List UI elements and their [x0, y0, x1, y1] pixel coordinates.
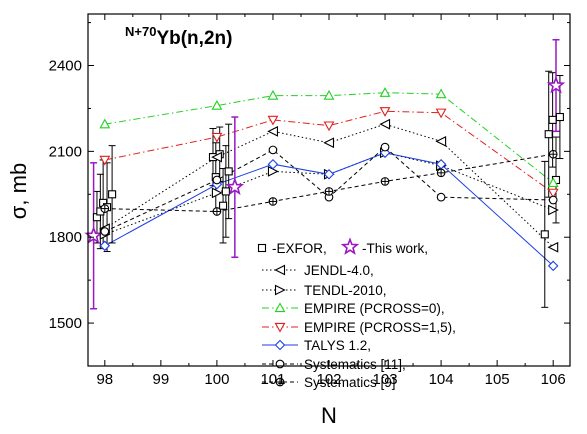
- legend-marker: [257, 243, 267, 253]
- data-point: [108, 190, 117, 199]
- chart-title: N+70Yb(n,2n): [125, 24, 232, 49]
- data-point: [540, 230, 549, 239]
- legend-marker: [274, 264, 286, 276]
- legend-marker: [274, 302, 286, 313]
- x-tick-label: 104: [429, 371, 454, 388]
- data-point: [224, 167, 233, 176]
- data-point: [100, 227, 110, 236]
- legend-marker: [340, 237, 360, 255]
- data-point: [268, 145, 278, 155]
- legend-label: TALYS 1.2,: [304, 338, 371, 353]
- legend-label: TENDL-2010,: [304, 283, 387, 298]
- data-point: [323, 89, 335, 100]
- data-point: [435, 108, 447, 119]
- data-point: [546, 75, 566, 94]
- y-tick-label: 1800: [49, 229, 82, 246]
- data-point: [548, 115, 557, 124]
- data-point: [548, 204, 559, 216]
- chart-title-superscript: N+70: [125, 24, 156, 39]
- data-point: [324, 187, 334, 196]
- data-point: [211, 187, 223, 199]
- data-point: [219, 201, 228, 210]
- legend-marker: [274, 284, 286, 296]
- data-point: [379, 87, 391, 97]
- legend-label: -EXFOR,: [272, 241, 327, 256]
- data-point: [221, 187, 230, 196]
- data-point: [267, 125, 279, 137]
- y-tick-label: 1500: [49, 315, 82, 332]
- data-point: [268, 197, 278, 206]
- data-point: [547, 177, 559, 187]
- data-point: [323, 137, 335, 149]
- data-point: [435, 88, 447, 99]
- data-point: [436, 192, 446, 202]
- data-point: [436, 168, 446, 178]
- legend: -EXFOR, -This work, JENDL-4.0, TENDL-2010, E…: [257, 237, 456, 390]
- data-point: [267, 115, 279, 126]
- data-point: [548, 195, 558, 205]
- x-tick-label: 103: [373, 371, 398, 388]
- axes: 98 99 100 101 102 103 104 105 106 1500 1800 2100 240…: [49, 14, 570, 388]
- x-tick-label: 101: [260, 371, 285, 388]
- data-point: [379, 118, 391, 130]
- data-point: [267, 158, 279, 170]
- x-tick-label: 105: [485, 371, 510, 388]
- plot-layer: [84, 39, 566, 310]
- x-tick-label: 99: [153, 371, 170, 388]
- data-point: [547, 188, 559, 199]
- y-tick-label: 2400: [49, 58, 82, 75]
- data-point: [547, 260, 559, 272]
- data-point: [211, 132, 223, 143]
- data-point: [99, 155, 111, 166]
- data-point: [323, 168, 335, 180]
- data-point: [547, 241, 559, 253]
- x-axis-label: N: [321, 403, 337, 428]
- x-tick-label: 100: [204, 371, 229, 388]
- legend-label: Systematics [11],: [304, 357, 406, 372]
- legend-marker: [275, 377, 285, 387]
- data-point: [99, 240, 111, 252]
- data-point: [225, 177, 245, 196]
- data-point: [323, 121, 335, 132]
- data-point: [99, 118, 111, 129]
- data-point: [380, 142, 390, 152]
- legend-label: Systematics [9]: [304, 375, 396, 390]
- data-point: [211, 151, 222, 163]
- x-tick-label: 102: [316, 371, 341, 388]
- legend-marker: [274, 339, 286, 351]
- legend-label: EMPIRE (PCROSS=0),: [304, 301, 445, 316]
- x-tick-label: 106: [541, 371, 566, 388]
- data-point: [212, 207, 222, 216]
- data-point: [100, 204, 110, 213]
- data-point: [435, 135, 447, 147]
- series-line: [104, 153, 554, 213]
- data-point: [379, 107, 391, 117]
- data-point: [211, 99, 223, 110]
- y-axis-label: σ, mb: [6, 163, 31, 219]
- y-tick-label: 2100: [49, 143, 82, 160]
- legend-label: -This work,: [362, 241, 428, 256]
- legend-label: JENDL-4.0,: [304, 263, 374, 278]
- legend-marker: [275, 359, 285, 369]
- chart-title-main: Yb(n,2n): [156, 28, 232, 49]
- data-point: [548, 149, 558, 159]
- legend-label: EMPIRE (PCROSS=1,5),: [304, 320, 456, 335]
- legend-marker: [274, 322, 286, 333]
- data-point: [544, 130, 553, 139]
- data-point: [84, 226, 103, 244]
- data-point: [380, 177, 390, 186]
- x-tick-label: 98: [96, 371, 113, 388]
- data-point: [267, 89, 279, 100]
- data-point: [212, 175, 222, 185]
- data-point: [555, 112, 564, 122]
